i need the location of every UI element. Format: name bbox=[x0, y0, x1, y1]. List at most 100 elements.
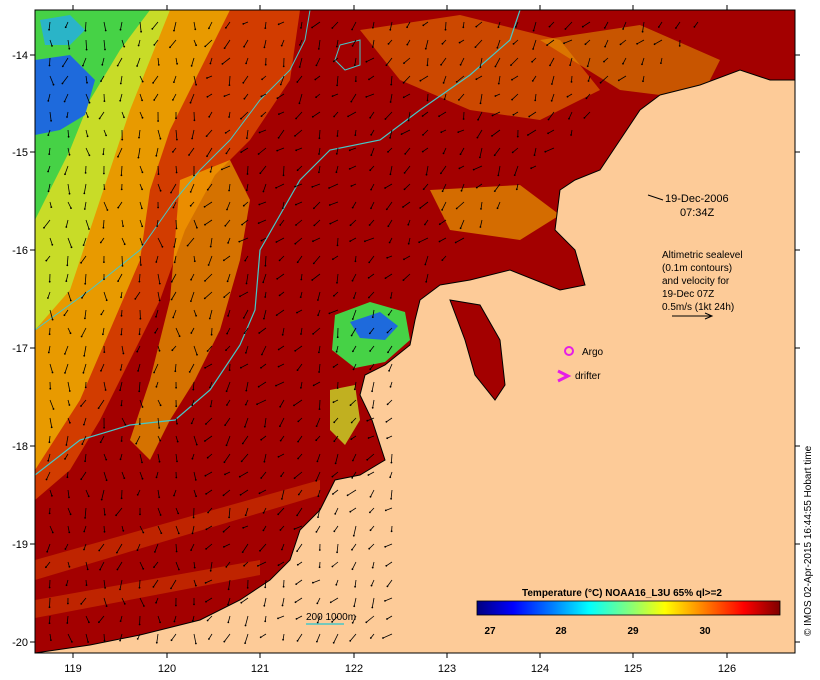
velocity-arrow-head bbox=[205, 528, 208, 531]
velocity-arrow-head bbox=[172, 99, 174, 101]
velocity-arrow-head bbox=[172, 151, 174, 153]
velocity-arrow bbox=[119, 381, 123, 391]
velocity-arrow bbox=[532, 75, 537, 82]
velocity-arrow-head bbox=[384, 277, 387, 279]
velocity-arrow-head bbox=[386, 585, 389, 588]
velocity-arrow-head bbox=[105, 134, 107, 137]
velocity-arrow-head bbox=[119, 369, 122, 371]
velocity-arrow bbox=[600, 75, 609, 83]
velocity-arrow bbox=[67, 183, 70, 194]
velocity-arrow-head bbox=[297, 493, 300, 496]
velocity-arrow bbox=[318, 147, 321, 155]
velocity-arrow bbox=[404, 147, 411, 155]
velocity-arrow-head bbox=[121, 138, 124, 141]
velocity-arrow bbox=[315, 471, 321, 481]
velocity-arrow-head bbox=[369, 169, 372, 172]
velocity-arrow-head bbox=[97, 407, 100, 409]
velocity-arrow-head bbox=[296, 563, 299, 566]
velocity-arrow-head bbox=[479, 226, 482, 228]
velocity-arrow-head bbox=[512, 113, 515, 116]
velocity-arrow-head bbox=[531, 60, 533, 63]
velocity-arrow-head bbox=[402, 81, 405, 84]
velocity-arrow-head bbox=[295, 149, 298, 152]
velocity-arrow-head bbox=[194, 28, 197, 31]
velocity-arrow-head bbox=[66, 116, 68, 118]
velocity-arrow bbox=[476, 75, 483, 80]
velocity-arrow bbox=[297, 363, 303, 371]
velocity-arrow bbox=[49, 435, 51, 443]
velocity-arrow-head bbox=[275, 241, 278, 243]
velocity-arrow bbox=[155, 309, 159, 317]
velocity-arrow-head bbox=[569, 64, 571, 66]
velocity-arrow bbox=[139, 327, 141, 335]
velocity-arrow-head bbox=[245, 189, 248, 192]
velocity-arrow-head bbox=[99, 568, 101, 571]
velocity-arrow bbox=[174, 363, 177, 372]
velocity-arrow bbox=[49, 363, 53, 373]
velocity-arrow bbox=[120, 327, 123, 335]
velocity-arrow-head bbox=[175, 117, 177, 120]
velocity-arrow bbox=[440, 57, 447, 66]
velocity-arrow bbox=[49, 399, 54, 410]
velocity-arrow bbox=[138, 39, 141, 46]
velocity-arrow-head bbox=[454, 241, 457, 244]
velocity-arrow-head bbox=[276, 97, 279, 100]
velocity-arrow-head bbox=[331, 621, 333, 623]
velocity-arrow-head bbox=[84, 29, 87, 32]
velocity-arrow-head bbox=[316, 602, 319, 605]
velocity-arrow-head bbox=[155, 641, 158, 644]
velocity-arrow bbox=[388, 309, 393, 315]
velocity-arrow-head bbox=[50, 119, 52, 122]
altimetry-line-3: and velocity for bbox=[662, 276, 730, 287]
x-tick-label: 119 bbox=[64, 663, 82, 675]
velocity-arrow bbox=[262, 273, 267, 283]
velocity-arrow bbox=[337, 129, 339, 137]
velocity-arrow-head bbox=[63, 100, 66, 103]
velocity-arrow bbox=[100, 363, 105, 371]
velocity-arrow-head bbox=[349, 224, 352, 227]
velocity-arrow-head bbox=[293, 404, 295, 407]
velocity-arrow-head bbox=[258, 332, 261, 334]
velocity-arrow-head bbox=[158, 349, 161, 352]
velocity-arrow-head bbox=[50, 206, 53, 209]
velocity-arrow-head bbox=[83, 192, 86, 195]
velocity-arrow-head bbox=[102, 153, 105, 156]
velocity-arrow bbox=[261, 345, 267, 355]
velocity-arrow-head bbox=[153, 99, 156, 101]
velocity-arrow-head bbox=[170, 191, 172, 194]
velocity-arrow bbox=[246, 183, 249, 191]
velocity-arrow-head bbox=[120, 296, 122, 299]
velocity-arrow bbox=[282, 633, 285, 640]
velocity-arrow bbox=[528, 111, 537, 117]
velocity-arrow bbox=[85, 129, 88, 137]
velocity-arrow-head bbox=[209, 245, 212, 248]
velocity-arrow-head bbox=[369, 350, 371, 352]
velocity-arrow bbox=[551, 75, 555, 85]
velocity-arrow-head bbox=[173, 246, 176, 248]
velocity-arrow bbox=[49, 489, 53, 496]
velocity-arrow-head bbox=[335, 350, 338, 353]
velocity-arrow bbox=[620, 39, 627, 45]
y-axis: -14-15-16-17-18-19-20 bbox=[12, 50, 800, 649]
velocity-arrow-head bbox=[298, 102, 301, 105]
velocity-arrow-head bbox=[169, 46, 171, 49]
velocity-arrow bbox=[403, 57, 411, 64]
velocity-arrow-head bbox=[225, 152, 228, 155]
velocity-arrow-head bbox=[479, 156, 481, 159]
velocity-arrow-head bbox=[141, 207, 143, 210]
velocity-arrow-head bbox=[441, 42, 444, 45]
velocity-arrow bbox=[332, 21, 339, 29]
velocity-arrow bbox=[390, 489, 393, 499]
colorbar-ticks: 27 28 29 30 bbox=[484, 626, 711, 637]
velocity-arrow-head bbox=[227, 621, 230, 624]
velocity-arrow bbox=[84, 309, 87, 319]
velocity-arrow bbox=[533, 21, 537, 31]
velocity-arrow bbox=[349, 633, 357, 642]
velocity-arrow bbox=[384, 597, 393, 602]
velocity-arrow-head bbox=[317, 516, 319, 518]
velocity-arrow bbox=[480, 219, 483, 228]
velocity-arrow-head bbox=[190, 300, 192, 302]
velocity-arrow-head bbox=[264, 296, 267, 298]
velocity-arrow-head bbox=[119, 458, 122, 461]
velocity-arrow bbox=[585, 39, 591, 45]
